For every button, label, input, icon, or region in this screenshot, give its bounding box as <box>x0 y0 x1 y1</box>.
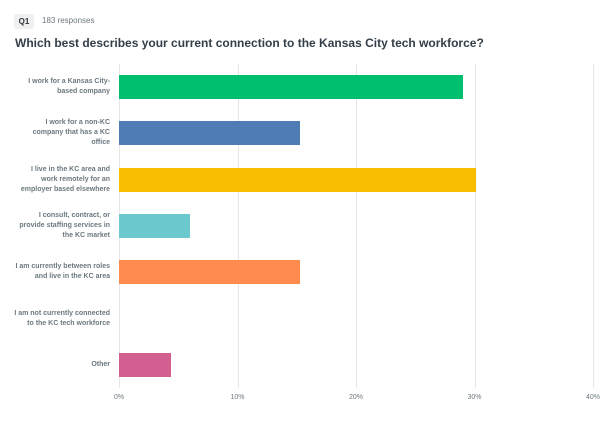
category-label: Other <box>91 360 110 368</box>
category-label: I work for a non-KC company that has a K… <box>32 119 110 147</box>
category-label: I am currently between roles and live in… <box>15 263 110 281</box>
bar <box>119 260 301 285</box>
bar <box>119 121 301 146</box>
question-badge: Q1 <box>14 14 34 29</box>
grid-line <box>237 64 239 388</box>
x-tick-label: 10% <box>230 394 245 401</box>
x-tick-label: 40% <box>585 394 601 401</box>
x-tick-label: 0% <box>113 394 125 401</box>
response-count: 183 responses <box>42 16 95 25</box>
category-label: I consult, contract, or provide staffing… <box>19 212 110 239</box>
chart-title: Which best describes your current connec… <box>15 36 484 50</box>
category-label: I am not currently connected to the KC t… <box>14 309 110 327</box>
category-label: I live in the KC area and work remotely … <box>20 165 110 193</box>
category-label: I work for a Kansas City-based company <box>28 78 110 96</box>
grid-line <box>474 64 476 388</box>
bar <box>119 167 476 192</box>
bar <box>119 214 191 238</box>
bar <box>119 75 463 100</box>
grid-line <box>593 64 594 388</box>
bar <box>119 352 172 377</box>
x-tick-label: 20% <box>348 394 364 401</box>
x-tick-label: 30% <box>467 394 482 401</box>
grid-line <box>356 64 357 388</box>
